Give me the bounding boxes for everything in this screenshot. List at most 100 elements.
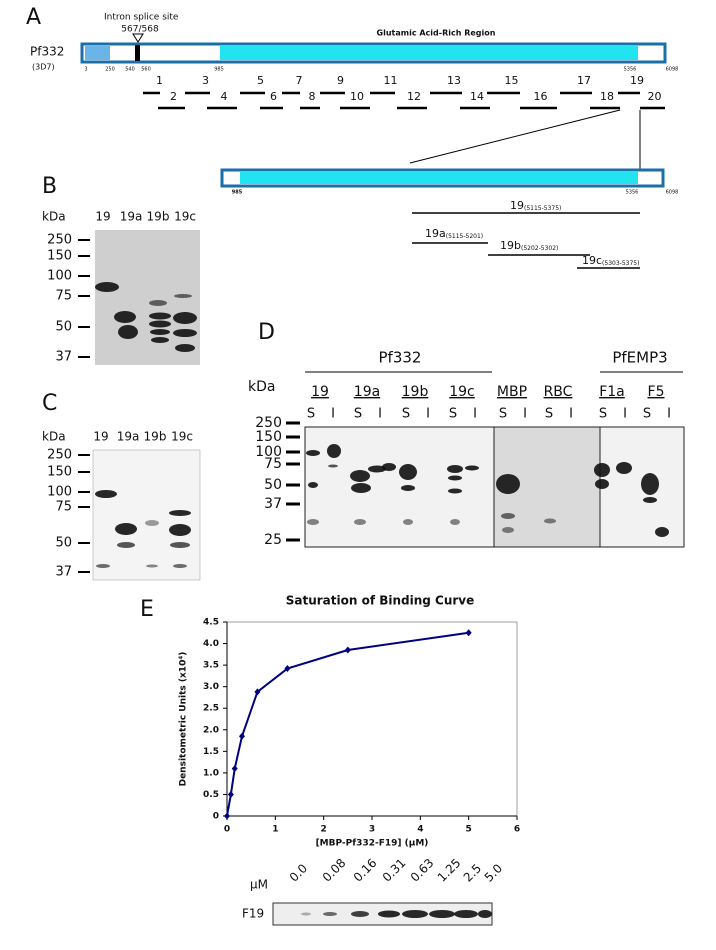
gel-band (448, 475, 462, 481)
gel-band (306, 450, 320, 456)
gel-band (382, 463, 396, 471)
lane-label: 19c (174, 210, 196, 224)
data-point (284, 665, 291, 673)
fragment-label: 1 (156, 74, 163, 87)
gel-band (354, 519, 366, 525)
gel-band (350, 470, 370, 482)
x-tick-label: 6 (514, 825, 520, 835)
marker-label: 100 (47, 269, 72, 284)
sample-label: F5 (648, 384, 665, 400)
zoom-position: 6098 (666, 190, 679, 196)
marker-label: 75 (264, 456, 282, 472)
y-tick-label: 4.5 (203, 618, 219, 628)
fragment-label: 10 (350, 90, 364, 103)
gel-band (96, 564, 110, 568)
gel-band (399, 464, 417, 480)
fragment-label: 3 (202, 74, 209, 87)
fragment-label: 11 (384, 74, 398, 87)
unit-label: kDa (42, 430, 66, 444)
gel-band (448, 488, 462, 494)
gel-band (327, 444, 341, 458)
gel-band (429, 910, 455, 918)
marker-label: 250 (47, 448, 72, 463)
signal-region (85, 46, 110, 60)
concentration-label: 0.31 (380, 856, 409, 885)
position-label: 6098 (666, 67, 679, 73)
lane-label: 19 (93, 430, 108, 444)
gel-band (478, 910, 492, 918)
fragment-label: 12 (407, 90, 421, 103)
glu-rich-region (220, 46, 638, 60)
gel-band (403, 519, 413, 525)
fraction-label: S (402, 407, 410, 422)
panel-letter: E (140, 597, 154, 622)
gel-band (145, 520, 159, 526)
splice-pos: 567/568 (121, 25, 159, 35)
y-tick-label: 1.0 (203, 768, 219, 778)
panel-letter: B (42, 174, 57, 199)
plot-frame (226, 621, 518, 817)
concentration-label: 0.08 (320, 856, 349, 885)
y-tick-label: 2.0 (203, 725, 219, 735)
zoom-region (240, 172, 638, 184)
marker-label: 250 (47, 233, 72, 248)
data-point (254, 688, 261, 696)
group-label: Pf332 (379, 349, 422, 367)
subfragment-name: 19 (510, 199, 524, 212)
x-tick-label: 0 (224, 825, 230, 835)
marker-label: 250 (255, 415, 282, 431)
position-label: 540 (125, 67, 135, 73)
gel-band (114, 311, 136, 323)
subfragment-range: (5115-5375) (524, 205, 561, 212)
region-label: Glutamic Acid-Rich Region (377, 29, 496, 38)
sample-label: MBP (497, 384, 527, 400)
gel-band (149, 320, 171, 328)
subfragment-label: 19c(5303-5375) (582, 254, 639, 267)
y-tick-label: 1.5 (203, 747, 219, 757)
marker-label: 100 (255, 444, 282, 460)
gel-band (450, 519, 460, 525)
lane-label: 19a (117, 430, 140, 444)
subfragment-name: 19a (425, 227, 446, 240)
panel-letter: C (42, 391, 57, 416)
x-tick-label: 3 (369, 825, 375, 835)
gel-band (402, 910, 428, 918)
subfragment-name: 19b (500, 239, 521, 252)
marker-label: 37 (264, 496, 282, 512)
lane-label: 19b (144, 430, 167, 444)
unit-label: µM (250, 878, 268, 892)
gel-band (595, 479, 609, 489)
y-tick-label: 3.0 (203, 682, 219, 692)
subfragment-range: (5115-5201) (446, 233, 483, 240)
fraction-label: S (499, 407, 507, 422)
x-tick-label: 1 (272, 825, 278, 835)
gel-band (641, 473, 659, 495)
gel-band (447, 465, 463, 473)
data-point (465, 629, 472, 637)
gel-band (301, 912, 311, 916)
fraction-label: I (523, 407, 527, 422)
gel-band (351, 911, 369, 917)
marker-label: 50 (264, 477, 282, 493)
fraction-label: I (569, 407, 573, 422)
sample-label: 19 (311, 384, 329, 400)
gel-band (465, 465, 479, 471)
y-tick-label: 0.5 (203, 790, 219, 800)
gel-band (378, 910, 400, 918)
fragment-label: 13 (447, 74, 461, 87)
y-axis-label: Densitometric Units (x10⁴) (179, 652, 189, 787)
x-tick-label: 2 (321, 825, 327, 835)
gel-band (174, 294, 192, 298)
position-label: 5356 (624, 67, 637, 73)
intron-label: Intron splice site (104, 13, 179, 23)
group-label: PfEMP3 (612, 349, 667, 367)
gel-band (149, 300, 167, 306)
gel-band (118, 325, 138, 339)
marker-label: 75 (55, 500, 72, 515)
gel-band (169, 524, 191, 536)
position-label: 985 (214, 67, 224, 73)
gel-band (594, 463, 610, 477)
strain: (3D7) (32, 63, 55, 72)
gel-band (169, 510, 191, 516)
